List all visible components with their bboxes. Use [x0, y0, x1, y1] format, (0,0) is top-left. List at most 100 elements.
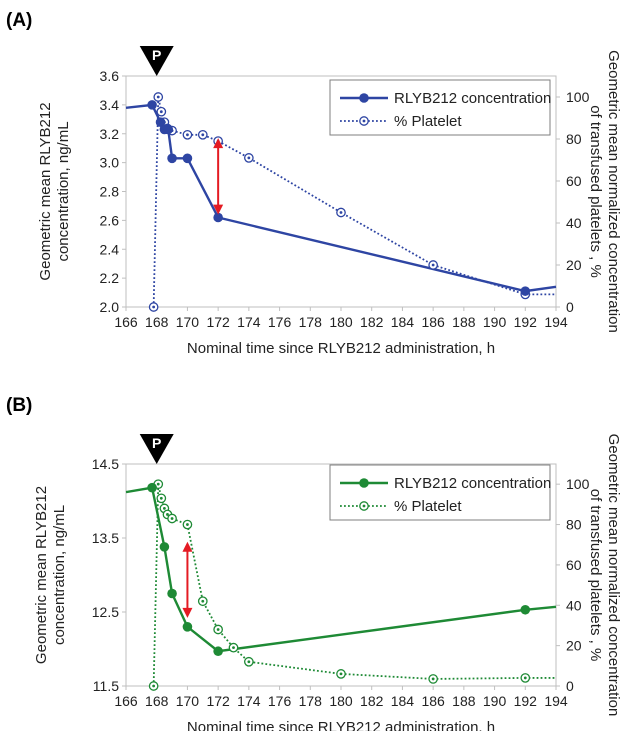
platelet-point-center	[170, 517, 174, 520]
x-tick-label: 176	[268, 693, 292, 709]
y-right-axis-title: Geometric mean normalized concentration	[605, 434, 622, 717]
y-left-axis-title: Geometric mean RLYB212	[37, 102, 54, 280]
y-right-axis-title: of transfused platelets , %	[587, 105, 604, 278]
y-left-axis-title: concentration, ng/mL	[51, 505, 68, 645]
legend-concentration-marker	[359, 93, 369, 103]
y-right-axis-title: Geometric mean normalized concentration	[605, 50, 622, 333]
x-tick-label: 172	[206, 314, 230, 330]
x-tick-label: 190	[483, 314, 507, 330]
y-left-tick-label: 13.5	[92, 530, 119, 546]
x-axis-title: Nominal time since RLYB212 administratio…	[187, 719, 495, 731]
x-tick-label: 166	[114, 693, 138, 709]
dose-marker-triangle	[139, 46, 174, 76]
y-right-tick-label: 100	[566, 89, 590, 105]
y-left-tick-label: 2.0	[100, 299, 120, 315]
concentration-point	[213, 646, 223, 657]
platelet-point-center	[186, 133, 189, 137]
y-right-tick-label: 80	[566, 131, 582, 147]
platelet-point-center	[152, 684, 156, 688]
dose-marker-label: P	[152, 435, 161, 451]
y-left-tick-label: 3.0	[100, 155, 120, 171]
y-left-tick-label: 2.2	[100, 270, 120, 286]
panel-b-chart: (B) 166 168 170 172 174 176 178 180 182 184 186 188 1…	[0, 375, 624, 731]
x-tick-label: 182	[360, 693, 384, 709]
panel-a-chart: (A) 166 168 170 172 174 176 178 180 182 184 186 188 1…	[6, 10, 622, 357]
x-tick-label: 168	[145, 693, 169, 709]
y-left-tick-label: 3.6	[100, 68, 120, 84]
difference-arrow-head-top	[213, 138, 224, 149]
legend-platelet-marker-center	[362, 504, 366, 508]
y-right-tick-label: 0	[566, 299, 574, 315]
platelet-point-center	[431, 677, 435, 681]
legend-concentration-label: RLYB212 concentration	[394, 475, 551, 492]
concentration-point	[213, 212, 223, 223]
y-left-tick-label: 3.4	[100, 97, 120, 113]
x-tick-label: 174	[237, 693, 261, 709]
x-tick-label: 186	[421, 314, 445, 330]
concentration-point	[167, 153, 177, 164]
difference-arrow-head-top	[182, 541, 193, 552]
y-left-tick-label: 2.8	[100, 184, 120, 200]
y-left-axis-title: Geometric mean RLYB212	[33, 486, 50, 664]
concentration-point	[182, 622, 193, 632]
x-tick-label: 168	[145, 314, 169, 330]
x-tick-label: 184	[391, 693, 415, 709]
platelet-point-center	[166, 513, 169, 516]
x-tick-label: 170	[176, 693, 200, 709]
x-tick-label: 188	[452, 693, 476, 709]
platelet-point-center	[232, 646, 235, 650]
difference-arrow-head-bottom	[213, 204, 224, 215]
x-tick-label: 194	[544, 314, 568, 330]
y-right-tick-label: 100	[566, 476, 590, 492]
concentration-point	[167, 588, 177, 599]
y-right-axis-title: of transfused platelets , %	[587, 489, 604, 662]
platelet-point-center	[186, 523, 189, 526]
x-tick-label: 170	[176, 314, 200, 330]
y-right-tick-label: 20	[566, 638, 582, 654]
y-left-tick-label: 2.6	[100, 212, 120, 228]
dose-marker-triangle	[139, 434, 174, 464]
legend-platelet-label: % Platelet	[394, 113, 462, 130]
x-tick-label: 184	[391, 314, 415, 330]
platelet-point-center	[159, 496, 163, 500]
x-axis-title: Nominal time since RLYB212 administratio…	[187, 340, 495, 357]
platelet-point-center	[201, 599, 205, 603]
x-tick-label: 192	[514, 693, 538, 709]
concentration-series-line	[125, 486, 557, 653]
x-tick-label: 178	[299, 314, 323, 330]
x-tick-label: 166	[114, 314, 138, 330]
y-left-tick-label: 3.2	[100, 126, 120, 142]
panel-label: (B)	[6, 395, 32, 416]
concentration-point	[155, 117, 166, 127]
x-tick-label: 188	[452, 314, 476, 330]
platelet-point-center	[523, 676, 527, 680]
legend-box	[329, 79, 551, 136]
y-left-axis-title: concentration, ng/mL	[55, 121, 72, 261]
x-tick-label: 194	[544, 693, 568, 709]
platelet-point-center	[159, 110, 163, 114]
platelet-point-center	[162, 507, 166, 510]
chart-a-svg: (A) 166 168 170 172 174 176 178 180 182 184 186 188 1…	[6, 10, 622, 357]
y-left-tick-label: 14.5	[92, 456, 119, 472]
platelet-point-center	[247, 156, 251, 160]
legend-box	[329, 464, 551, 521]
x-tick-label: 182	[360, 314, 384, 330]
concentration-point	[182, 153, 193, 164]
difference-arrow-head-bottom	[182, 607, 193, 618]
concentration-point	[147, 100, 157, 110]
y-right-tick-label: 40	[566, 215, 582, 231]
platelet-point-center	[247, 660, 251, 664]
x-tick-label: 174	[237, 314, 261, 330]
legend-concentration-marker	[359, 478, 369, 488]
platelet-point-center	[152, 305, 156, 309]
x-tick-label: 186	[421, 693, 445, 709]
x-tick-label: 176	[268, 314, 292, 330]
platelet-point-center	[431, 263, 435, 267]
y-right-tick-label: 60	[566, 173, 582, 189]
platelet-point-center	[201, 133, 205, 137]
y-left-tick-label: 11.5	[93, 678, 119, 694]
y-left-tick-label: 2.4	[100, 241, 120, 257]
x-tick-label: 172	[206, 693, 230, 709]
concentration-series-line	[125, 103, 557, 293]
platelet-point-center	[339, 211, 343, 214]
